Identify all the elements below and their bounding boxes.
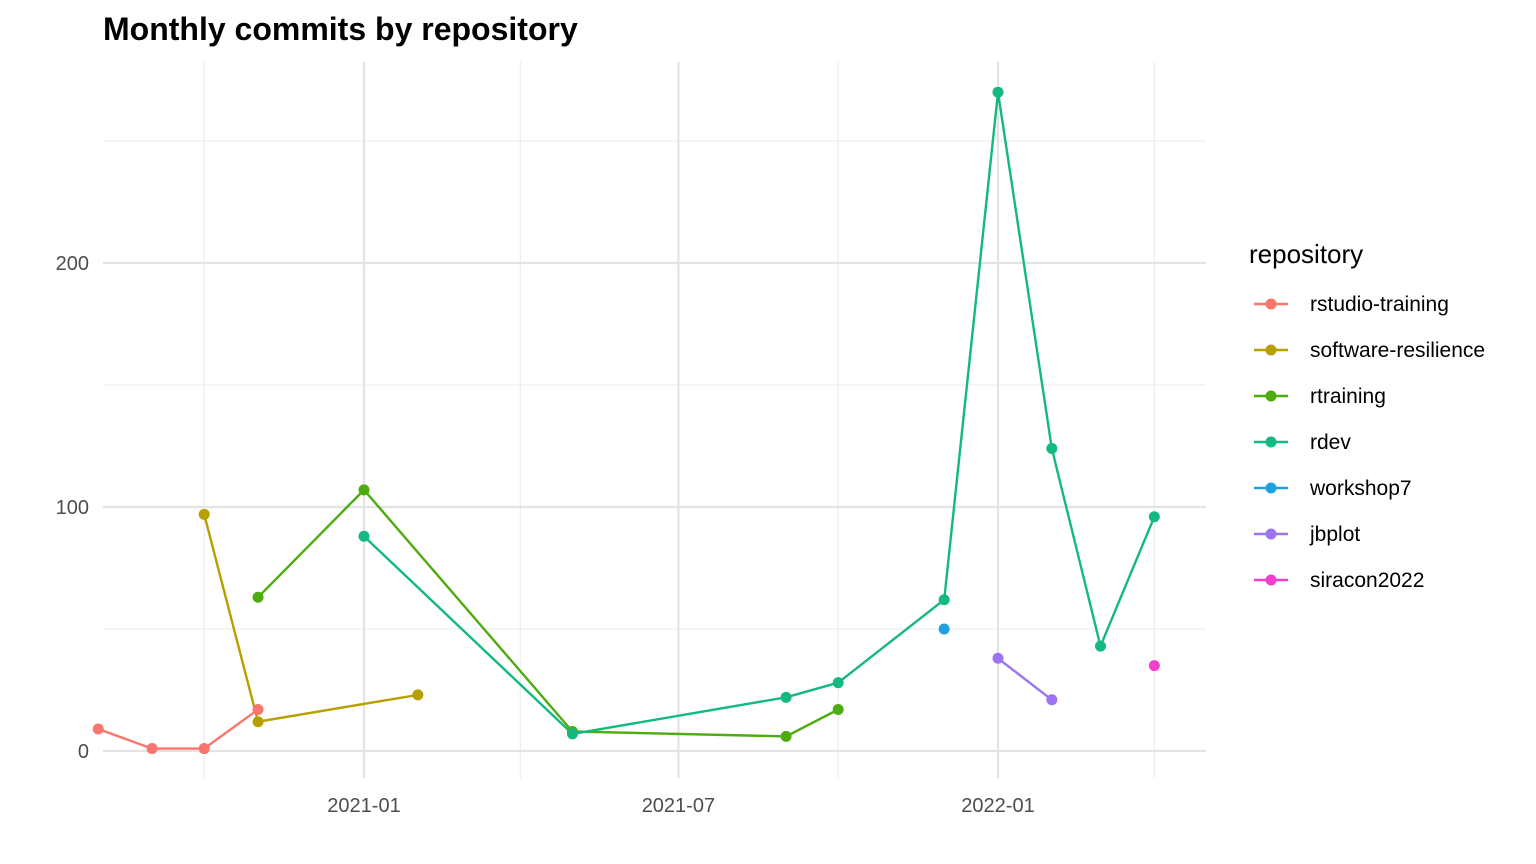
legend-label: rtraining [1310,385,1386,408]
data-point-rtraining [252,591,264,603]
data-point-rstudio-training [146,743,158,755]
x-tick-label: 2022-01 [961,795,1034,817]
legend-item-siracon2022: siracon2022 [1254,569,1424,592]
legend-key-point [1265,574,1277,586]
data-point-siracon2022 [1148,660,1160,672]
data-point-rstudio-training [198,743,210,755]
y-tick-label: 200 [56,253,89,275]
legend-label: rdev [1310,431,1351,454]
series-line-rtraining [257,488,839,738]
legend-label: rstudio-training [1310,293,1449,316]
legend-item-software-resilience: software-resilience [1254,339,1485,362]
data-point-rdev [566,728,578,740]
legend-key-point [1265,528,1277,540]
data-point-rtraining [358,484,370,496]
legend-key-point [1265,482,1277,494]
legend-label: software-resilience [1310,339,1485,362]
y-axis-tick-labels: 0 100 200 [56,253,89,763]
legend: repository rstudio-training software-resi… [1249,239,1485,592]
series-line-software-resilience [203,513,418,723]
x-tick-label: 2021-01 [327,795,400,817]
x-tick-label: 2021-07 [642,795,715,817]
legend-items: rstudio-training software-resilience rtrai… [1254,293,1485,592]
data-point-workshop7 [938,623,950,635]
data-point-rdev [992,86,1004,98]
data-point-rdev [832,677,844,689]
grid-major [103,62,1206,778]
data-point-rstudio-training [92,723,104,735]
legend-label: siracon2022 [1310,569,1424,592]
legend-title: repository [1249,239,1363,269]
legend-item-rdev: rdev [1254,431,1351,454]
data-point-jbplot [992,652,1004,664]
legend-key-point [1265,436,1277,448]
data-point-jbplot [1046,694,1058,706]
legend-item-rtraining: rtraining [1254,385,1386,408]
series-line-rdev [363,90,1156,736]
data-point-rdev [938,594,950,606]
data-point-rdev [1046,442,1058,454]
data-point-software-resilience [412,689,424,701]
grid-minor [103,62,1206,778]
chart-title: Monthly commits by repository [103,11,578,47]
series-lines [97,90,1156,750]
y-tick-label: 0 [78,741,89,763]
legend-key-point [1265,390,1277,402]
data-point-software-resilience [252,716,264,728]
legend-item-workshop7: workshop7 [1254,477,1412,500]
legend-item-rstudio-training: rstudio-training [1254,293,1449,316]
legend-key-point [1265,344,1277,356]
data-point-software-resilience [198,508,210,520]
data-point-rtraining [832,704,844,716]
series-points [92,86,1160,755]
data-point-rtraining [780,730,792,742]
data-point-rdev [1148,511,1160,523]
series-line-rstudio-training [97,708,259,750]
data-point-rdev [780,691,792,703]
series-line-jbplot [997,657,1053,701]
data-point-rdev [1094,640,1106,652]
data-point-rstudio-training [252,704,264,716]
x-axis-tick-labels: 2021-01 2021-07 2022-01 [327,795,1034,817]
legend-label: jbplot [1309,523,1360,546]
legend-key-point [1265,298,1277,310]
legend-item-jbplot: jbplot [1254,523,1360,546]
y-tick-label: 100 [56,497,89,519]
legend-label: workshop7 [1309,477,1412,500]
data-point-rdev [358,530,370,542]
